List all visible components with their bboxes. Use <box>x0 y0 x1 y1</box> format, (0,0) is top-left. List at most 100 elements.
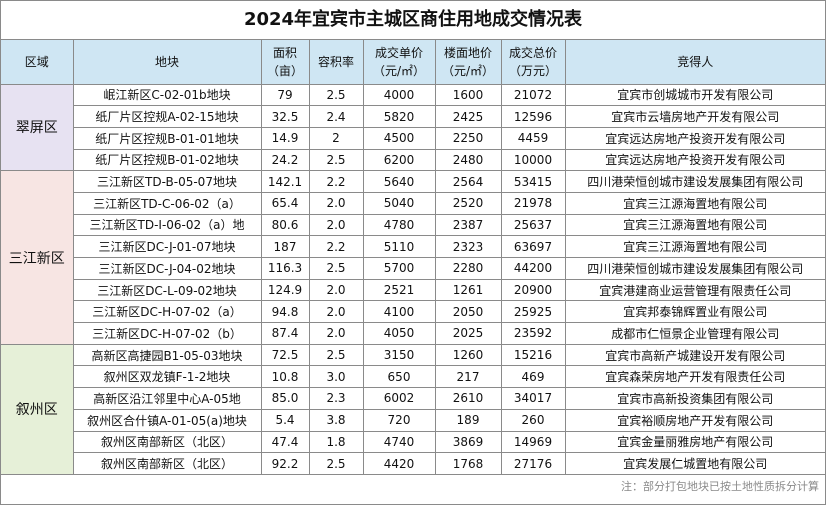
area-cell: 142.1 <box>260 170 310 193</box>
winner-cell: 宜宾三江源海置地有限公司 <box>564 213 825 237</box>
unit-price-cell: 5820 <box>362 105 436 128</box>
block-cell: 三江新区DC-L-09-02地块 <box>73 278 262 302</box>
floor-price-cell: 2425 <box>434 105 502 128</box>
table-row: 三江新区DC-H-07-02（b） 87.4 2.0 4050 2025 23592 成都市… <box>1 322 825 345</box>
far-cell: 2.0 <box>308 322 364 345</box>
total-price-cell: 12596 <box>500 105 566 128</box>
total-price-cell: 469 <box>500 365 566 389</box>
header-floor-price: 楼面地价 （元/㎡） <box>434 40 502 85</box>
header-row: 区域 地块 面积 （亩） 容积率 成交单价 （元/㎡） 楼面地价 （元/㎡） 成交总价… <box>1 40 825 85</box>
area-cell: 24.2 <box>260 148 310 172</box>
winner-cell: 宜宾港建商业运营管理有限责任公司 <box>564 278 825 302</box>
table-body: 翠屏区 岷江新区C-02-01b地块 79 2.5 4000 1600 21072 宜宾市创城… <box>1 83 825 475</box>
area-cell: 32.5 <box>260 105 310 128</box>
unit-price-cell: 4000 <box>362 83 436 107</box>
winner-cell: 四川港荣恒创城市建设发展集团有限公司 <box>564 170 825 193</box>
winner-cell: 宜宾远达房地产投资开发有限公司 <box>564 148 825 172</box>
header-total-price: 成交总价 （万元） <box>500 40 566 85</box>
table-row: 叙州区南部新区（北区） 92.2 2.5 4420 1768 27176 宜宾发展仁城置地有… <box>1 452 825 475</box>
winner-cell: 宜宾裕顺房地产开发有限公司 <box>564 408 825 432</box>
unit-price-cell: 4050 <box>362 322 436 345</box>
floor-price-cell: 2250 <box>434 126 502 150</box>
floor-price-cell: 1260 <box>434 343 502 367</box>
total-price-cell: 10000 <box>500 148 566 172</box>
total-price-cell: 21072 <box>500 83 566 107</box>
block-cell: 纸厂片区控规B-01-01地块 <box>73 126 262 150</box>
unit-price-cell: 3150 <box>362 343 436 367</box>
table-row: 叙州区双龙镇F-1-2地块 10.8 3.0 650 217 469 宜宾森荣房地产开发有限… <box>1 365 825 389</box>
floor-price-cell: 1600 <box>434 83 502 107</box>
winner-cell: 宜宾三江源海置地有限公司 <box>564 191 825 215</box>
table-row: 三江新区DC-H-07-02（a） 94.8 2.0 4100 2050 25925 宜宾邦… <box>1 300 825 324</box>
unit-price-cell: 5040 <box>362 191 436 215</box>
total-price-cell: 15216 <box>500 343 566 367</box>
far-cell: 2.5 <box>308 83 364 107</box>
floor-price-cell: 1768 <box>434 452 502 475</box>
block-cell: 高新区高捷园B1-05-03地块 <box>72 343 262 367</box>
far-cell: 3.0 <box>308 365 364 389</box>
land-deal-table: 区域 地块 面积 （亩） 容积率 成交单价 （元/㎡） 楼面地价 （元/㎡） 成交总价… <box>1 40 825 497</box>
area-cell: 85.0 <box>260 387 310 410</box>
far-cell: 2.2 <box>308 170 364 193</box>
block-cell: 三江新区TD-C-06-02（a） <box>73 191 262 215</box>
table-row: 三江新区DC-J-01-07地块 187 2.2 5110 2323 63697 宜宾三江源… <box>1 235 825 258</box>
table-row: 翠屏区 岷江新区C-02-01b地块 79 2.5 4000 1600 21072 宜宾市创城… <box>1 83 825 172</box>
block-cell: 叙州区合什镇A-01-05(a)地块 <box>73 408 262 432</box>
table-title: 2024年宜宾市主城区商住用地成交情况表 <box>1 1 825 40</box>
header-winner: 竞得人 <box>564 40 825 85</box>
far-cell: 2 <box>308 126 364 150</box>
total-price-cell: 260 <box>500 408 566 432</box>
total-price-cell: 20900 <box>500 278 566 302</box>
floor-price-cell: 2050 <box>434 300 502 324</box>
unit-price-cell: 4740 <box>362 430 436 454</box>
winner-cell: 宜宾市高新产城建设开发有限公司 <box>564 343 825 367</box>
block-cell: 三江新区TD-I-06-02（a）地 <box>73 213 262 237</box>
far-cell: 2.5 <box>308 343 364 367</box>
table-row: 叙州区合什镇A-01-05(a)地块 5.4 3.8 720 189 260 宜宾裕顺房地产… <box>1 408 825 432</box>
table-row: 三江新区DC-J-04-02地块 116.3 2.5 5700 2280 44200 四川港… <box>1 257 825 280</box>
far-cell: 2.5 <box>308 452 364 475</box>
area-cell: 72.5 <box>260 343 310 367</box>
block-cell: 纸厂片区控规B-01-02地块 <box>73 148 262 172</box>
floor-price-cell: 2610 <box>434 387 502 410</box>
winner-cell: 宜宾三江源海置地有限公司 <box>564 235 825 258</box>
unit-price-cell: 4780 <box>362 213 436 237</box>
winner-cell: 成都市仁恒景企业管理有限公司 <box>564 322 825 345</box>
area-cell: 116.3 <box>260 257 310 280</box>
far-cell: 2.3 <box>308 387 364 410</box>
floor-price-cell: 2480 <box>434 148 502 172</box>
winner-cell: 宜宾市创城城市开发有限公司 <box>564 83 825 107</box>
far-cell: 3.8 <box>308 408 364 432</box>
floor-price-cell: 2387 <box>434 213 502 237</box>
unit-price-cell: 650 <box>362 365 436 389</box>
header-floor-price-line1: 楼面地价 <box>443 45 492 60</box>
header-unit-price-line1: 成交单价 <box>374 45 423 60</box>
block-cell: 高新区沿江邻里中心A-05地 <box>73 387 262 410</box>
area-cell: 187 <box>260 235 310 258</box>
area-cell: 10.8 <box>260 365 310 389</box>
header-total-price-line2: （万元） <box>508 63 557 78</box>
floor-price-cell: 217 <box>434 365 502 389</box>
unit-price-cell: 6002 <box>362 387 436 410</box>
far-cell: 2.0 <box>308 191 364 215</box>
unit-price-cell: 2521 <box>362 278 436 302</box>
header-area-line2: （亩） <box>266 63 303 78</box>
area-cell: 94.8 <box>260 300 310 324</box>
table-row: 三江新区TD-C-06-02（a） 65.4 2.0 5040 2520 21978 宜宾三… <box>1 191 825 215</box>
header-area: 面积 （亩） <box>260 40 310 85</box>
block-cell: 纸厂片区控规A-02-15地块 <box>73 105 262 128</box>
header-region: 区域 <box>1 40 74 85</box>
table-row: 叙州区 高新区高捷园B1-05-03地块 72.5 2.5 3150 1260 15216 宜… <box>1 343 825 475</box>
block-cell: 三江新区DC-J-01-07地块 <box>73 235 262 258</box>
area-cell: 5.4 <box>260 408 310 432</box>
table-row: 三江新区 三江新区TD-B-05-07地块 142.1 2.2 5640 2564 5341… <box>1 170 825 345</box>
unit-price-cell: 6200 <box>362 148 436 172</box>
total-price-cell: 53415 <box>500 170 566 193</box>
floor-price-cell: 3869 <box>434 430 502 454</box>
unit-price-cell: 5700 <box>362 257 436 280</box>
total-price-cell: 27176 <box>500 452 566 475</box>
winner-cell: 宜宾森荣房地产开发有限责任公司 <box>564 365 825 389</box>
total-price-cell: 34017 <box>500 387 566 410</box>
header-area-line1: 面积 <box>272 45 297 60</box>
